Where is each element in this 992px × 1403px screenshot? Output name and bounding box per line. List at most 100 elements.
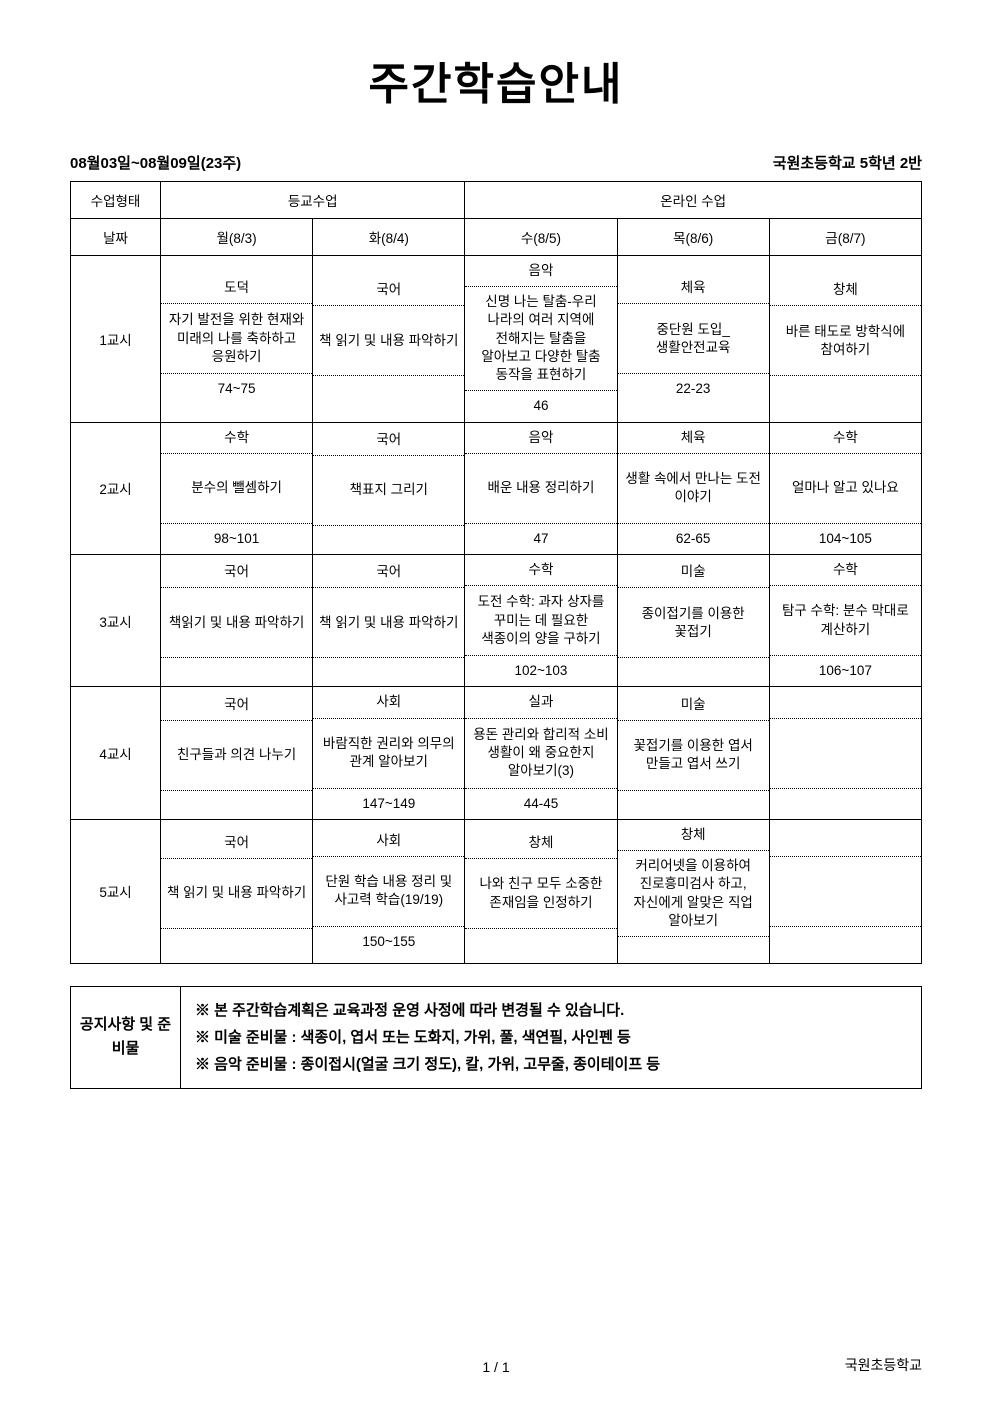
cell-description: 생활 속에서 만나는 도전 이야기	[618, 454, 769, 524]
cell-pages: 74~75	[161, 374, 312, 404]
notice-box: 공지사항 및 준비물 ※ 본 주간학습계획은 교육과정 운영 사정에 따라 변경…	[70, 986, 922, 1089]
cell-pages	[618, 658, 769, 684]
notice-line: ※ 본 주간학습계획은 교육과정 운영 사정에 따라 변경될 수 있습니다.	[195, 997, 907, 1024]
cell-description: 책 읽기 및 내용 파악하기	[313, 306, 464, 376]
notice-line: ※ 음악 준비물 : 종이접시(얼굴 크기 정도), 칼, 가위, 고무줄, 종…	[195, 1051, 907, 1078]
cell-subject: 도덕	[161, 273, 312, 304]
cell-description: 얼마나 알고 있나요	[770, 454, 921, 524]
schedule-cell: 창체커리어넷을 이용하여 진로흥미검사 하고, 자신에게 알맞은 직업 알아보기	[617, 819, 769, 963]
header-day-mon: 월(8/3)	[161, 219, 313, 256]
cell-subject: 국어	[313, 425, 464, 456]
cell-subject: 창체	[618, 820, 769, 851]
cell-pages: 150~155	[313, 927, 464, 957]
cell-description: 바람직한 권리와 의무의 관계 알아보기	[313, 719, 464, 789]
schedule-cell: 체육생활 속에서 만나는 도전 이야기62-65	[617, 422, 769, 554]
schedule-cell: 수학도전 수학: 과자 상자를 꾸미는 데 필요한 색종이의 양을 구하기102…	[465, 554, 617, 686]
cell-description: 바른 태도로 방학식에 참여하기	[770, 306, 921, 376]
cell-description: 단원 학습 내용 정리 및 사고력 학습(19/19)	[313, 857, 464, 927]
schedule-cell	[769, 819, 921, 963]
schedule-cell: 국어책표지 그리기	[313, 422, 465, 554]
header-day-wed: 수(8/5)	[465, 219, 617, 256]
cell-subject: 미술	[618, 690, 769, 721]
header-type: 수업형태	[71, 182, 161, 219]
page: 주간학습안내 08월03일~08월09일(23주) 국원초등학교 5학년 2반 …	[0, 0, 992, 1403]
schedule-cell: 국어책 읽기 및 내용 파악하기	[313, 256, 465, 423]
cell-subject: 국어	[313, 557, 464, 588]
schedule-cell: 미술꽃접기를 이용한 엽서 만들고 엽서 쓰기	[617, 687, 769, 819]
cell-subject: 사회	[313, 826, 464, 857]
schedule-cell: 국어책읽기 및 내용 파악하기	[161, 554, 313, 686]
cell-pages: 102~103	[465, 656, 616, 686]
cell-description: 배운 내용 정리하기	[465, 454, 616, 524]
cell-description: 책읽기 및 내용 파악하기	[161, 588, 312, 658]
cell-subject: 수학	[770, 423, 921, 454]
cell-description: 책 읽기 및 내용 파악하기	[161, 859, 312, 929]
notice-label: 공지사항 및 준비물	[71, 987, 181, 1088]
schedule-cell: 수학분수의 뺄셈하기98~101	[161, 422, 313, 554]
cell-pages: 98~101	[161, 524, 312, 554]
cell-subject: 미술	[618, 557, 769, 588]
cell-pages	[618, 791, 769, 817]
cell-description: 탐구 수학: 분수 막대로 계산하기	[770, 586, 921, 656]
schedule-cell: 수학얼마나 알고 있나요104~105	[769, 422, 921, 554]
cell-pages	[161, 658, 312, 684]
header-online: 온라인 수업	[465, 182, 922, 219]
page-number: 1 / 1	[0, 1359, 992, 1375]
cell-pages: 147~149	[313, 789, 464, 819]
cell-subject: 국어	[161, 690, 312, 721]
cell-description: 책표지 그리기	[313, 456, 464, 526]
schedule-cell: 국어친구들과 의견 나누기	[161, 687, 313, 819]
cell-subject: 수학	[770, 555, 921, 586]
cell-subject: 국어	[161, 557, 312, 588]
cell-pages	[770, 376, 921, 402]
schedule-cell: 수학탐구 수학: 분수 막대로 계산하기106~107	[769, 554, 921, 686]
cell-description: 용돈 관리와 합리적 소비 생활이 왜 중요한지 알아보기(3)	[465, 719, 616, 789]
cell-pages	[313, 526, 464, 552]
cell-subject: 수학	[161, 423, 312, 454]
class-info: 국원초등학교 5학년 2반	[773, 152, 922, 173]
schedule-cell: 음악배운 내용 정리하기47	[465, 422, 617, 554]
table-head: 수업형태 등교수업 온라인 수업 날짜 월(8/3) 화(8/4) 수(8/5)…	[71, 182, 922, 256]
cell-subject: 창체	[465, 828, 616, 859]
cell-subject: 수학	[465, 555, 616, 586]
cell-pages	[618, 937, 769, 963]
header-inperson: 등교수업	[161, 182, 465, 219]
header-date-label: 날짜	[71, 219, 161, 256]
schedule-table: 수업형태 등교수업 온라인 수업 날짜 월(8/3) 화(8/4) 수(8/5)…	[70, 181, 922, 964]
cell-subject	[770, 829, 921, 857]
schedule-cell: 국어책 읽기 및 내용 파악하기	[161, 819, 313, 963]
cell-subject: 음악	[465, 423, 616, 454]
cell-pages	[313, 376, 464, 402]
cell-pages: 46	[465, 391, 616, 421]
cell-pages: 62-65	[618, 524, 769, 554]
cell-pages: 22-23	[618, 374, 769, 404]
schedule-cell: 실과용돈 관리와 합리적 소비 생활이 왜 중요한지 알아보기(3)44-45	[465, 687, 617, 819]
header-day-fri: 금(8/7)	[769, 219, 921, 256]
header-day-thu: 목(8/6)	[617, 219, 769, 256]
cell-pages	[770, 927, 921, 953]
schedule-cell: 창체바른 태도로 방학식에 참여하기	[769, 256, 921, 423]
meta-row: 08월03일~08월09일(23주) 국원초등학교 5학년 2반	[70, 152, 922, 173]
cell-subject: 실과	[465, 687, 616, 718]
cell-pages: 44-45	[465, 789, 616, 819]
schedule-cell: 사회바람직한 권리와 의무의 관계 알아보기147~149	[313, 687, 465, 819]
cell-description: 신명 나는 탈춤-우리 나라의 여러 지역에 전해지는 탈춤을 알아보고 다양한…	[465, 287, 616, 391]
table-row: 2교시수학분수의 뺄셈하기98~101국어책표지 그리기음악배운 내용 정리하기…	[71, 422, 922, 554]
footer-school: 국원초등학교	[845, 1355, 922, 1375]
cell-subject: 음악	[465, 256, 616, 287]
cell-subject: 체육	[618, 423, 769, 454]
cell-pages	[465, 929, 616, 955]
footer: 1 / 1 국원초등학교	[0, 1359, 992, 1375]
cell-subject: 체육	[618, 273, 769, 304]
schedule-cell: 도덕자기 발전을 위한 현재와 미래의 나를 축하하고 응원하기74~75	[161, 256, 313, 423]
schedule-cell: 음악신명 나는 탈춤-우리 나라의 여러 지역에 전해지는 탈춤을 알아보고 다…	[465, 256, 617, 423]
cell-description: 책 읽기 및 내용 파악하기	[313, 588, 464, 658]
schedule-cell: 창체나와 친구 모두 소중한 존재임을 인정하기	[465, 819, 617, 963]
cell-subject: 사회	[313, 687, 464, 718]
notice-line: ※ 미술 준비물 : 색종이, 엽서 또는 도화지, 가위, 풀, 색연필, 사…	[195, 1024, 907, 1051]
cell-description: 꽃접기를 이용한 엽서 만들고 엽서 쓰기	[618, 721, 769, 791]
cell-subject: 국어	[313, 275, 464, 306]
cell-description: 중단원 도입_생활안전교육	[618, 304, 769, 374]
table-row: 5교시국어책 읽기 및 내용 파악하기사회단원 학습 내용 정리 및 사고력 학…	[71, 819, 922, 963]
period-label: 4교시	[71, 687, 161, 819]
